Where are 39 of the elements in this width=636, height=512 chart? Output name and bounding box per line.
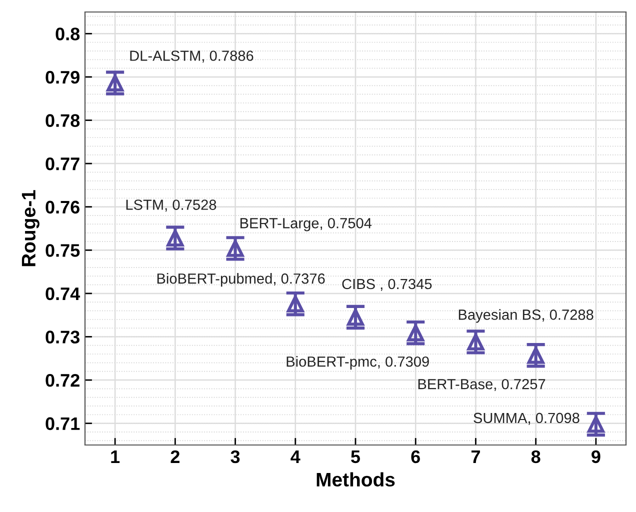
- annotation: SUMMA, 0.7098: [474, 412, 580, 425]
- y-tick-label: 0.71: [46, 417, 80, 430]
- point: [407, 324, 424, 342]
- y-tick-label: 0.75: [46, 244, 80, 257]
- annotation: CIBS , 0.7345: [342, 278, 432, 291]
- annotation: BERT-Large, 0.7504: [240, 218, 372, 232]
- x-tick-label: 7: [471, 450, 480, 463]
- annotation: DL-ALSTM, 0.7886: [130, 50, 254, 63]
- annotation: LSTM, 0.7528: [126, 200, 216, 212]
- point: [166, 230, 184, 246]
- point: [587, 416, 604, 433]
- x-tick-label: 1: [111, 450, 120, 463]
- y-tick-label: 0.8: [56, 28, 80, 40]
- point: [527, 346, 544, 364]
- point: [226, 240, 244, 257]
- y-tick-label: 0.77: [46, 157, 80, 170]
- point: [467, 333, 484, 350]
- x-axis-title: Methods: [316, 472, 395, 487]
- x-tick-label: 9: [592, 450, 600, 464]
- x-tick-label: 3: [230, 450, 240, 464]
- point: [347, 308, 364, 326]
- y-tick-label: 0.72: [46, 374, 80, 387]
- x-tick-label: 8: [531, 450, 540, 464]
- annotation: BioBERT-pmc, 0.7309: [286, 356, 429, 370]
- y-tick-label: 0.73: [46, 330, 80, 344]
- y-axis-title: Rouge-1: [22, 190, 40, 266]
- annotation: BioBERT-pubmed, 0.7376: [157, 273, 325, 287]
- x-tick-label: 6: [411, 450, 420, 464]
- x-tick-label: 2: [170, 450, 180, 463]
- x-tick-label: 4: [290, 450, 300, 463]
- annotation: Bayesian BS, 0.7288: [458, 309, 594, 323]
- annotation: BERT-Base, 0.7257: [418, 378, 546, 392]
- y-tick-label: 0.78: [46, 114, 80, 127]
- y-tick-label: 0.74: [46, 287, 80, 300]
- point: [286, 295, 304, 312]
- y-tick-label: 0.79: [46, 70, 80, 84]
- x-tick-label: 5: [351, 450, 360, 464]
- y-tick-label: 0.76: [46, 200, 80, 214]
- point: [106, 74, 124, 92]
